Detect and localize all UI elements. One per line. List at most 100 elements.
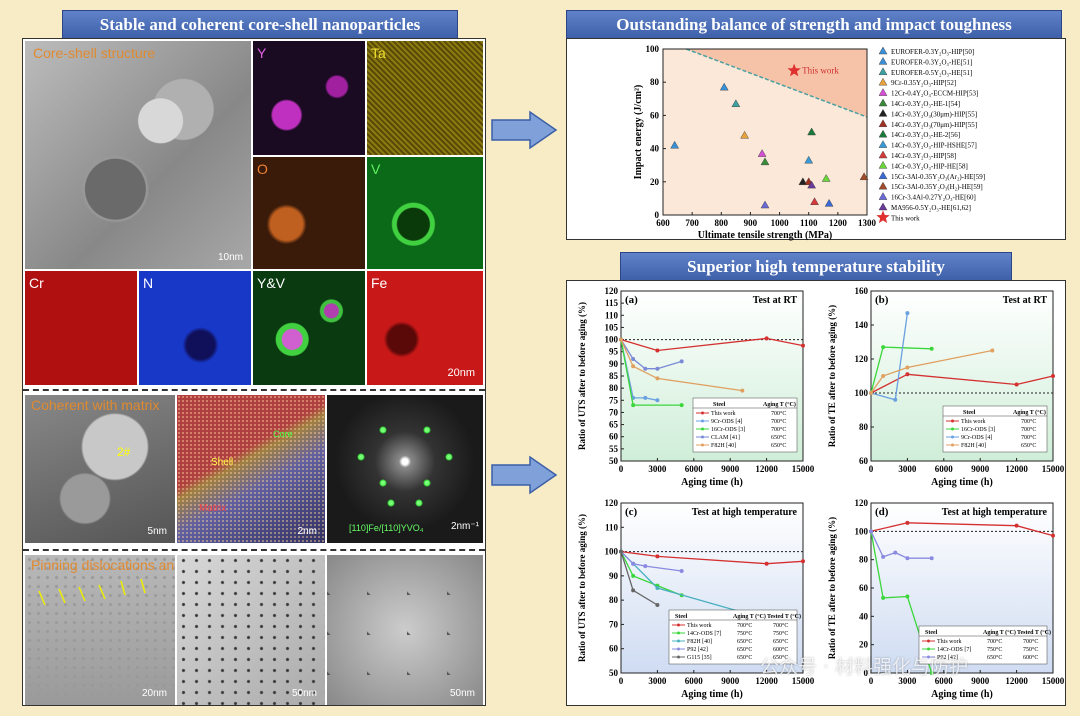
data-point: [905, 556, 910, 561]
legend-marker: [878, 150, 888, 159]
data-point: [821, 174, 831, 182]
data-point: [807, 180, 816, 189]
legend-label: 14Cr-0.3Y₂O₃(70μm)-HIP[55]: [891, 121, 977, 129]
legend-header: Steel: [963, 410, 976, 416]
arrow-to-strength: [491, 110, 558, 150]
legend-marker: [878, 108, 888, 117]
panel-label: (c): [625, 506, 638, 518]
map-label-cr: Cr: [29, 275, 44, 291]
data-point: [643, 395, 648, 400]
legend-aging-temp: 650°C: [987, 654, 1002, 661]
legend-header: Steel: [925, 630, 938, 636]
x-tick-label: 15000: [1042, 676, 1065, 686]
x-axis-label: Aging time (h): [681, 689, 743, 700]
y-tick-label: 115: [605, 298, 619, 308]
left-title: Stable and coherent core-shell nanoparti…: [62, 10, 458, 40]
plot-frame: [662, 48, 868, 216]
scale-bar-5nm: 5nm: [147, 526, 167, 537]
legend-swatch-marker: [927, 647, 930, 651]
pinning-tem-image-2: 50nm: [177, 555, 325, 705]
x-tick-label: 3000: [898, 676, 917, 686]
strength-title: Outstanding balance of strength and impa…: [566, 10, 1062, 40]
y-tick-label: 80: [609, 383, 619, 393]
legend-header: Steel: [675, 614, 688, 620]
data-point: [731, 99, 741, 107]
legend-label: 9Cr-ODS [4]: [711, 419, 742, 425]
data-point: [740, 388, 745, 393]
y-tick-label: 90: [609, 571, 619, 581]
legend-swatch-marker: [677, 647, 680, 651]
series-line: [620, 551, 682, 596]
x-tick-label: 12000: [1005, 676, 1028, 686]
legend-box: [668, 609, 798, 665]
legend-swatch-marker: [701, 411, 704, 415]
legend-label: 15Cr-3Al-0.35Y₂O₃(Ar₂)-HE[59]: [891, 173, 985, 181]
legend-aging-temp: 650°C: [737, 646, 752, 653]
legend-swatch-marker: [677, 655, 680, 659]
data-point: [670, 140, 680, 149]
legend-marker: [878, 171, 888, 180]
y-tick-label: 20: [650, 177, 660, 187]
series-line: [870, 373, 1054, 394]
legend-test-temp: 600°C: [773, 646, 788, 653]
y-axis-label: Impact energy (J/cm²): [633, 85, 644, 180]
y-tick-label: 50: [609, 668, 619, 678]
legend-swatch-marker: [701, 435, 704, 439]
map-label-v: V: [371, 161, 381, 177]
legend-aging-temp: 650°C: [1021, 442, 1036, 449]
dislocation-arrows: [38, 578, 146, 606]
legend-marker: [878, 56, 888, 65]
data-point: [893, 397, 898, 402]
legend-header: Tested T (°C): [767, 613, 801, 620]
legend-box: [942, 405, 1048, 453]
eds-map-ta: Ta: [367, 41, 483, 155]
data-point: [893, 550, 898, 555]
legend-swatch-marker: [927, 655, 930, 659]
y-tick-label: 80: [859, 555, 869, 565]
zone-axis-label: [110]Fe/[110]YVO₄: [349, 523, 424, 533]
x-tick-label: 12000: [1005, 464, 1028, 474]
data-point: [631, 573, 636, 578]
data-point: [929, 671, 934, 675]
series-line: [620, 339, 743, 392]
chart-te-ht: 0 3000 6000 9000 12000 15000 0 20 40 60 80 100 120 Ag…: [827, 498, 1065, 700]
scale-bar-50nm-b: 50nm: [449, 688, 475, 699]
legend-header: Aging T (°C): [733, 613, 766, 620]
data-point: [764, 561, 769, 566]
y-tick-label: 0: [864, 668, 869, 678]
eds-map-y-v: Y&V: [253, 271, 365, 385]
arrow-to-stability: [491, 455, 558, 495]
this-work-annotation: This work: [802, 66, 839, 76]
pinning-tem-image-1: Pinning dislocations and grains 20nm: [25, 555, 175, 705]
x-tick-label: 15000: [1042, 464, 1065, 474]
section-label-coherent: Coherent with matrix: [31, 397, 160, 413]
map-label-y-v: Y&V: [257, 275, 286, 291]
x-tick-label: 1200: [829, 218, 848, 228]
legend-swatch-marker: [951, 419, 954, 423]
particle-tem-image: Coherent with matrix 2# 5nm: [25, 395, 175, 543]
y-tick-label: 85: [609, 371, 619, 381]
legend-aging-temp: 700°C: [737, 622, 752, 629]
strength-toughness-chart: 600 700 800 900 1000 1100 1200 1300 0 20 40 60 80 100…: [633, 44, 985, 241]
y-tick-label: 120: [605, 286, 619, 296]
legend-label: 14Cr-ODS [7]: [937, 647, 971, 653]
y-tick-label: 95: [609, 347, 619, 357]
x-tick-label: 6000: [935, 464, 954, 474]
scale-bar-10nm: 10nm: [217, 252, 243, 263]
test-condition: Test at RT: [753, 295, 798, 306]
legend-marker: [878, 77, 888, 86]
data-point: [679, 569, 684, 573]
scale-bar-2nm: 2nm: [297, 526, 317, 537]
y-axis-label: Ratio of UTS after to before aging (%): [577, 514, 587, 662]
data-point: [801, 343, 805, 348]
legend-marker: [878, 160, 888, 169]
map-label-fe: Fe: [371, 275, 388, 291]
data-point: [655, 348, 660, 353]
data-point: [905, 372, 910, 377]
legend-label: This work: [687, 623, 712, 629]
y-tick-label: 140: [855, 320, 869, 330]
data-point: [719, 82, 729, 91]
data-point: [760, 200, 770, 209]
legend-label: 14Cr-0.3Y₂O₃-HE-2[56]: [891, 131, 960, 139]
data-point: [1014, 382, 1019, 387]
